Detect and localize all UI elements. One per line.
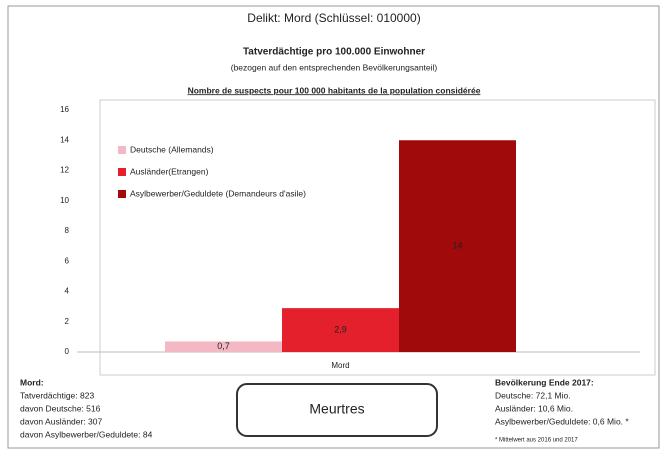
- left-notes-title: Mord:: [20, 377, 44, 387]
- label-box: [236, 383, 438, 437]
- bar: [399, 140, 516, 352]
- legend-label: Asylbewerber/Geduldete (Demandeurs d'asi…: [130, 188, 306, 198]
- legend-label: Deutsche (Allemands): [130, 144, 214, 154]
- left-note: davon Asylbewerber/Geduldete: 84: [20, 429, 153, 439]
- right-note: Asylbewerber/Geduldete: 0,6 Mio. *: [495, 416, 629, 426]
- bar: [282, 308, 399, 352]
- footnote: * Mittelwert aus 2016 und 2017: [495, 438, 578, 444]
- y-tick-label: 10: [60, 196, 69, 205]
- y-tick-label: 4: [65, 287, 70, 296]
- left-note: Tatverdächtige: 823: [20, 390, 94, 400]
- plot-frame: [99, 99, 656, 376]
- frame: [7, 5, 660, 449]
- left-note: davon Deutsche: 516: [20, 403, 101, 413]
- legend-swatch: [118, 190, 126, 198]
- y-tick-label: 2: [65, 317, 70, 326]
- chart-title: Tatverdächtige pro 100.000 Einwohner: [243, 47, 425, 58]
- legend-swatch: [118, 146, 126, 154]
- right-note: Ausländer: 10,6 Mio.: [495, 403, 573, 413]
- right-notes-title: Bevölkerung Ende 2017:: [495, 377, 594, 387]
- left-note: davon Ausländer: 307: [20, 416, 103, 426]
- value-label: 14: [452, 241, 462, 251]
- legend-swatch: [118, 168, 126, 176]
- y-tick-label: 16: [60, 105, 69, 114]
- header: Delikt: Mord (Schlüssel: 010000): [247, 11, 420, 25]
- subtitle-fr: Nombre de suspects pour 100 000 habitant…: [188, 85, 481, 95]
- subtitle: (bezogen auf den entsprechenden Bevölker…: [231, 62, 438, 72]
- value-label: 2,9: [334, 324, 347, 334]
- y-tick-label: 12: [60, 166, 69, 175]
- y-tick-label: 14: [60, 135, 69, 144]
- y-tick-label: 6: [65, 256, 70, 265]
- right-note: Deutsche: 72,1 Mio.: [495, 390, 571, 400]
- legend-label: Ausländer(Etrangen): [130, 166, 209, 176]
- center-label: Meurtres: [309, 401, 364, 417]
- y-tick-label: 0: [65, 347, 70, 356]
- y-tick-label: 8: [65, 226, 70, 235]
- value-label: 0,7: [217, 341, 230, 351]
- x-tick-label: Mord: [331, 361, 349, 370]
- bar: [165, 341, 282, 352]
